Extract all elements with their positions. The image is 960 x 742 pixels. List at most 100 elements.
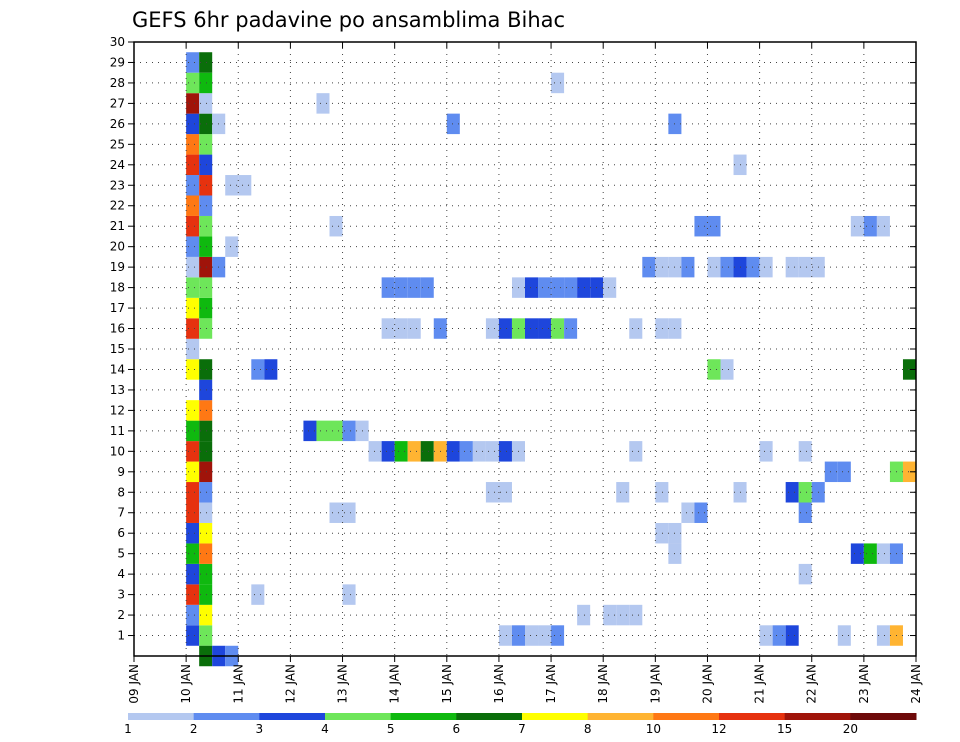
y-tick-label: 17 xyxy=(110,301,125,315)
heatmap-cell xyxy=(551,72,565,94)
heatmap-cell xyxy=(394,277,408,298)
heatmap-cell xyxy=(850,543,864,564)
heatmap-cell xyxy=(485,441,499,462)
heatmap-cell xyxy=(238,175,252,196)
y-tick-label: 20 xyxy=(110,240,125,254)
y-tick-label: 5 xyxy=(117,547,125,561)
heatmap-cell xyxy=(694,215,708,237)
heatmap-cell xyxy=(381,277,395,298)
y-tick-label: 24 xyxy=(110,158,125,172)
heatmap-cell xyxy=(655,318,669,339)
heatmap-cell xyxy=(538,277,552,298)
heatmap-cell xyxy=(199,52,213,73)
heatmap-cell xyxy=(199,318,213,339)
y-tick-label: 18 xyxy=(110,281,125,295)
y-tick-label: 6 xyxy=(117,526,125,540)
heatmap-cell xyxy=(616,604,630,626)
heatmap-cell xyxy=(564,277,578,298)
heatmap-cell xyxy=(759,441,773,462)
heatmap-cell xyxy=(199,420,213,442)
y-tick-label: 16 xyxy=(110,322,125,336)
y-tick-label: 2 xyxy=(117,608,125,622)
heatmap-cell xyxy=(785,625,799,646)
heatmap-cell xyxy=(538,318,552,339)
heatmap-cell xyxy=(720,359,734,380)
heatmap-cell xyxy=(525,625,539,646)
heatmap-cell xyxy=(837,625,851,646)
heatmap-cell xyxy=(199,236,213,257)
colorbar-swatch xyxy=(784,713,851,720)
y-tick-label: 28 xyxy=(110,76,125,90)
heatmap-cell xyxy=(381,318,395,339)
heatmap-cell xyxy=(225,175,239,196)
colorbar-swatch xyxy=(850,713,917,720)
y-tick-label: 1 xyxy=(117,629,125,643)
colorbar-label: 12 xyxy=(711,722,726,736)
heatmap-cell xyxy=(876,625,890,646)
x-tick-label: 19 JAN xyxy=(648,664,662,704)
heatmap-cell xyxy=(186,461,200,483)
heatmap-cell xyxy=(342,584,356,605)
heatmap-cell xyxy=(837,461,851,483)
colorbar-label: 20 xyxy=(843,722,858,736)
heatmap-cell xyxy=(798,502,812,523)
heatmap-cell xyxy=(394,441,408,462)
heatmap-cell xyxy=(186,215,200,237)
x-tick-label: 14 JAN xyxy=(388,664,402,704)
heatmap-cell xyxy=(681,256,695,278)
heatmap-cell xyxy=(186,482,200,503)
x-tick-label: 16 JAN xyxy=(492,664,506,704)
heatmap-cell xyxy=(746,256,760,278)
heatmap-cell xyxy=(303,420,317,442)
colorbar-swatch xyxy=(719,713,786,720)
x-tick-label: 15 JAN xyxy=(440,664,454,704)
heatmap-cell xyxy=(342,420,356,442)
y-tick-label: 21 xyxy=(110,219,125,233)
y-tick-label: 15 xyxy=(110,342,125,356)
colorbar-swatch xyxy=(522,713,589,720)
heatmap-cell xyxy=(342,502,356,523)
colorbar-label: 7 xyxy=(518,722,526,736)
heatmap-cell xyxy=(798,482,812,503)
heatmap-cell xyxy=(525,318,539,339)
colorbar-swatch xyxy=(325,713,392,720)
heatmap-cell xyxy=(407,441,421,462)
colorbar-swatch xyxy=(390,713,457,720)
heatmap-cell xyxy=(407,277,421,298)
heatmap-cell xyxy=(772,625,786,646)
heatmap-cell xyxy=(316,93,330,114)
heatmap-cell xyxy=(199,563,213,585)
y-tick-label: 7 xyxy=(117,506,125,520)
y-tick-label: 14 xyxy=(110,362,125,376)
heatmap-cell xyxy=(525,277,539,298)
heatmap-cell xyxy=(694,502,708,523)
heatmap-cell xyxy=(485,318,499,339)
y-tick-label: 13 xyxy=(110,383,125,397)
heatmap-cell xyxy=(902,461,916,483)
heatmap-cell xyxy=(199,113,213,135)
heatmap-cell xyxy=(446,441,460,462)
heatmap-cell xyxy=(759,256,773,278)
colorbar-label: 1 xyxy=(124,722,132,736)
heatmap-cell xyxy=(902,359,916,380)
y-axis: 1234567891011121314151617181920212223242… xyxy=(110,35,916,643)
x-tick-label: 21 JAN xyxy=(753,664,767,704)
heatmap-cell xyxy=(577,604,591,626)
colorbar-swatch xyxy=(259,713,326,720)
heatmap-cell xyxy=(199,522,213,544)
heatmap-cell xyxy=(186,420,200,442)
x-tick-label: 11 JAN xyxy=(231,664,245,704)
heatmap-cell xyxy=(199,134,213,155)
heatmap-cell xyxy=(759,625,773,646)
y-tick-label: 9 xyxy=(117,465,125,479)
x-tick-label: 24 JAN xyxy=(909,664,923,704)
heatmap-cell xyxy=(186,543,200,564)
heatmap-cell xyxy=(199,625,213,646)
x-tick-label: 20 JAN xyxy=(700,664,714,704)
colorbar-label: 6 xyxy=(453,722,461,736)
heatmap-cell xyxy=(603,604,617,626)
y-tick-label: 10 xyxy=(110,444,125,458)
heatmap-cell xyxy=(199,175,213,196)
heatmap-cell xyxy=(316,420,330,442)
heatmap-cell xyxy=(785,482,799,503)
